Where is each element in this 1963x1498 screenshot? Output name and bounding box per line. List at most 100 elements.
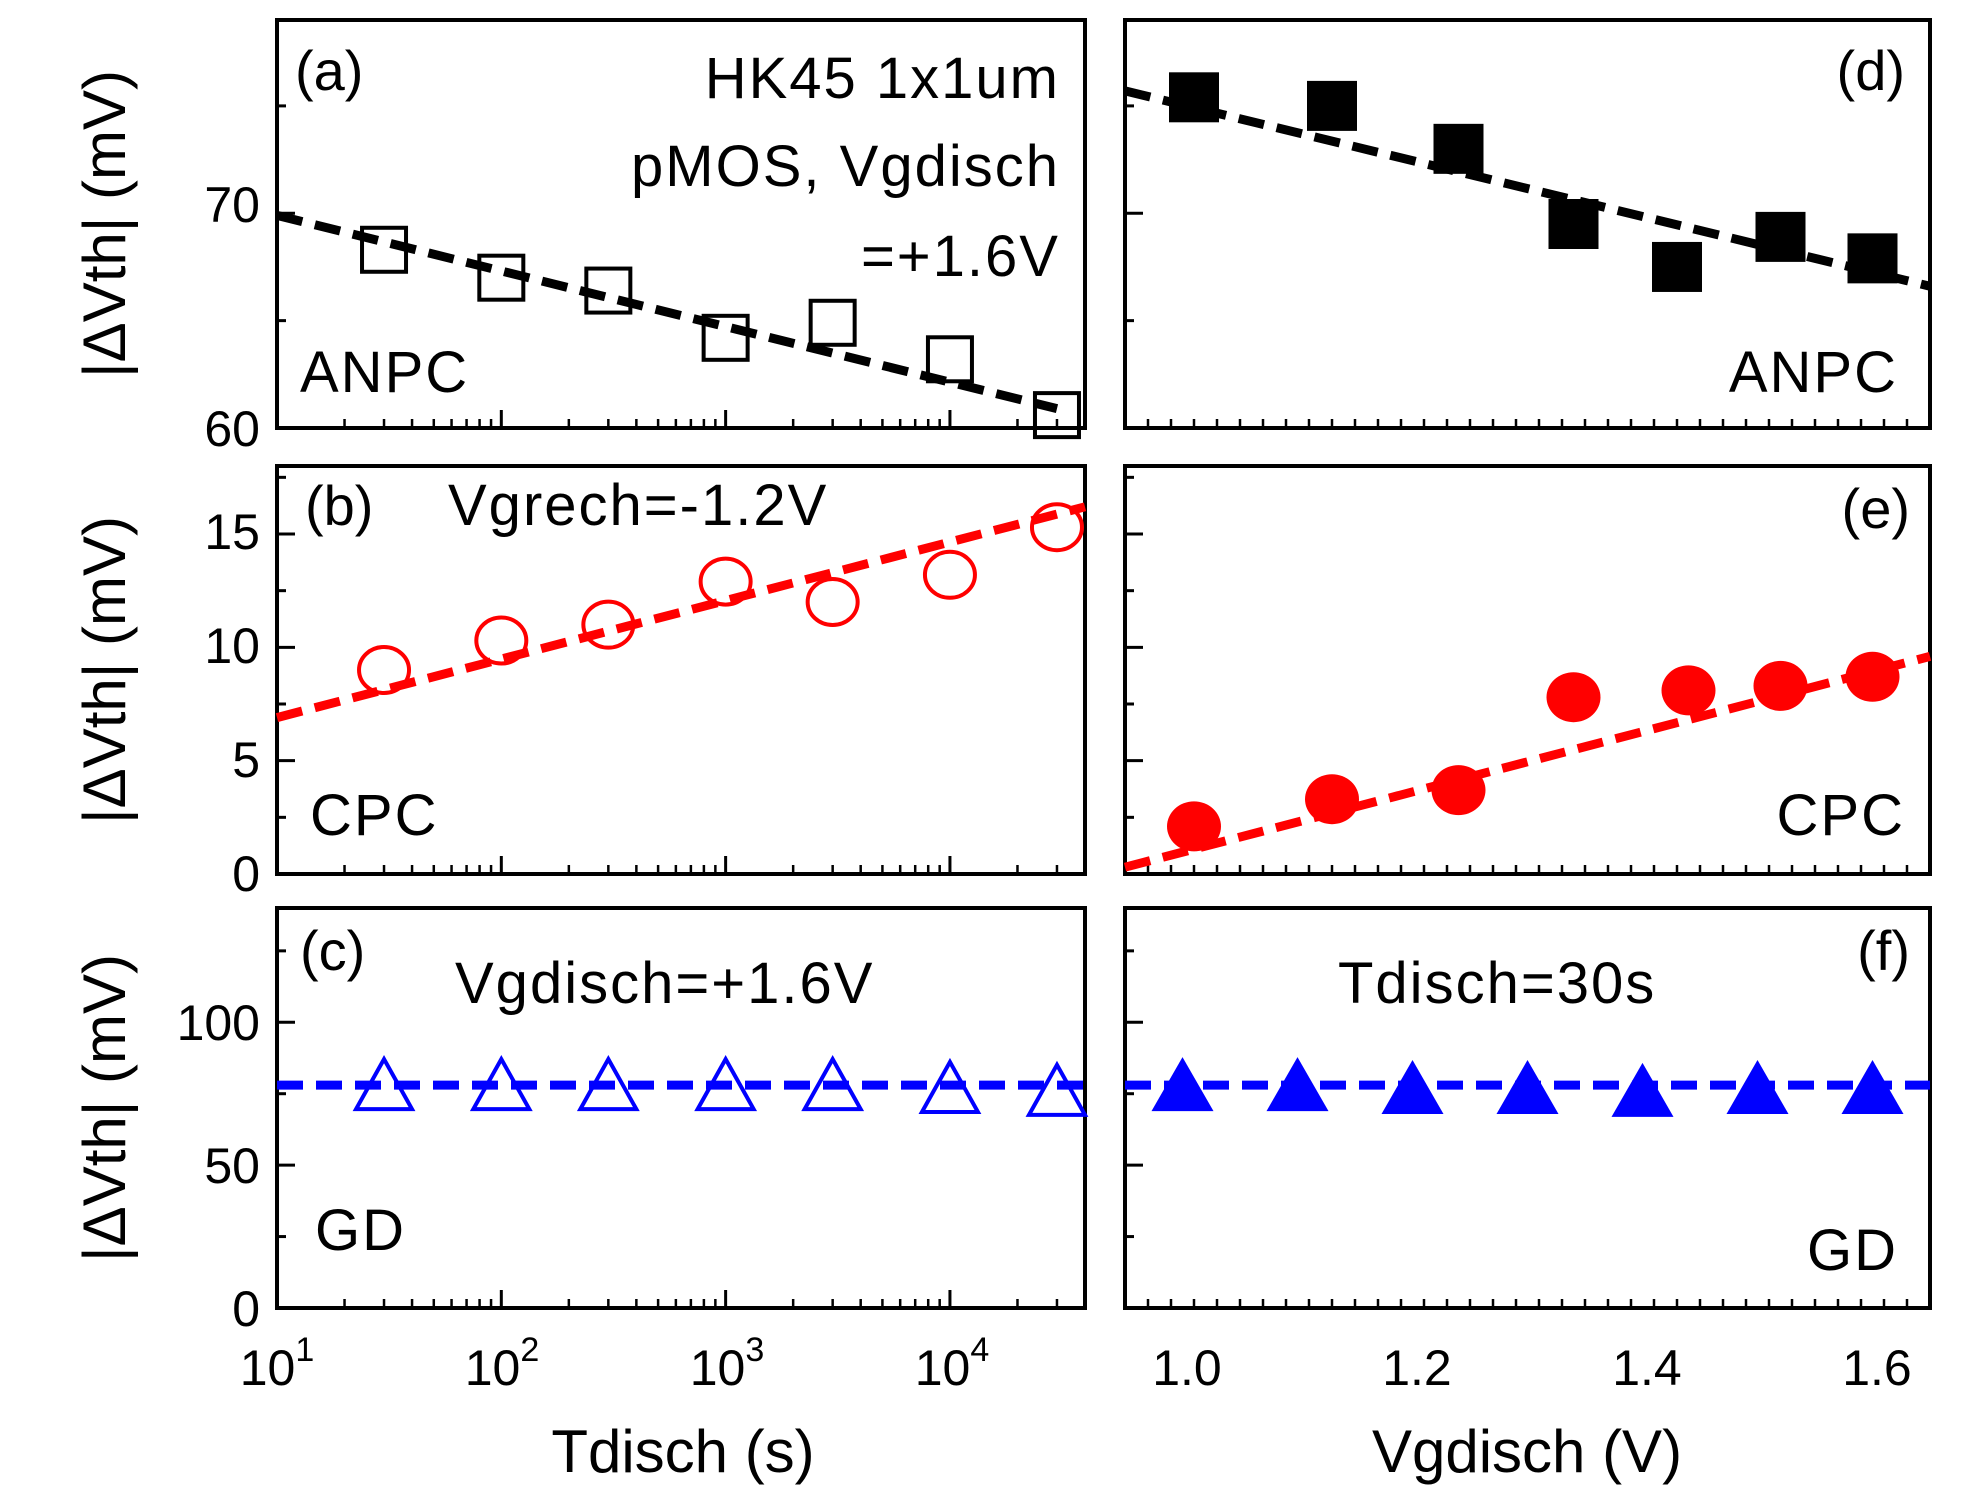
- panel-c-ticks: [275, 949, 1087, 1310]
- data-point-2: [1305, 774, 1359, 825]
- panel-a: (a) HK45 1x1um pMOS, Vgdisch =+1.6V ANPC…: [204, 18, 1087, 457]
- data-point-1: [357, 645, 412, 695]
- y-axis-title-c: |ΔVth| (mV): [71, 954, 138, 1262]
- data-point-1: [1151, 1057, 1214, 1112]
- panel-a-annotation-line3: =+1.6V: [861, 224, 1060, 289]
- data-point-7: [1847, 233, 1898, 284]
- data-point-2: [1307, 80, 1357, 131]
- panel-e-plot: [1123, 651, 1932, 872]
- data-point-5: [801, 1055, 865, 1112]
- data-point-7: [1029, 502, 1084, 553]
- panel-d-frame: [1123, 18, 1932, 430]
- data-point-2: [477, 253, 526, 302]
- panel-a-component-label: ANPC: [300, 340, 469, 405]
- panel-f-plot: [1125, 1057, 1930, 1117]
- panel-a-label: (a): [295, 39, 363, 102]
- panel-b-ytick-label-10: 10: [204, 618, 260, 674]
- data-point-2: [1266, 1057, 1329, 1112]
- panel-b-ytick-label-15: 15: [204, 504, 260, 560]
- data-point-7: [1845, 651, 1900, 702]
- panel-f-annotation: Tdisch=30s: [1338, 951, 1656, 1016]
- x-axis-title-tdisch: Tdisch (s): [551, 1418, 814, 1485]
- panel-a-annotation-line1: HK45 1x1um: [705, 46, 1060, 111]
- panel-c-annotation: Vgdisch=+1.6V: [455, 951, 874, 1016]
- y-axis-title-b: |ΔVth| (mV): [71, 516, 138, 824]
- panel-a-annotation-line2: pMOS, Vgdisch: [631, 134, 1060, 199]
- panel-e-frame: [1123, 464, 1932, 876]
- panel-a-frame: [275, 18, 1087, 430]
- panel-b-ticks: [275, 475, 1087, 876]
- panel-c-ytick-label-50: 50: [204, 1138, 260, 1194]
- panel-c-ytick-label-100: 100: [177, 995, 260, 1051]
- data-point-7: [1025, 1060, 1089, 1117]
- panel-c-xtick-label-1e4: 104: [915, 1331, 990, 1396]
- panel-f-ticks: [1123, 949, 1932, 1310]
- panel-c-xtick-label-1e3: 103: [690, 1331, 765, 1396]
- panel-b-label: (b): [305, 474, 373, 537]
- data-point-1: [352, 1055, 416, 1112]
- panel-f: (f) Tdisch=30s GD 1.0 1.2 1.4 1.6 Vgdisc…: [1123, 906, 1932, 1485]
- x-axis-title-vgdisch: Vgdisch (V): [1372, 1418, 1682, 1485]
- data-point-5: [808, 298, 857, 347]
- data-point-4: [701, 313, 750, 362]
- data-point-3: [1381, 1060, 1444, 1114]
- panel-b-ytick-label-5: 5: [232, 732, 260, 788]
- panel-a-plot: [275, 211, 1081, 440]
- panel-f-label: (f): [1857, 919, 1910, 982]
- panel-f-xtick-label-1.4: 1.4: [1612, 1340, 1682, 1396]
- data-point-4: [698, 556, 753, 607]
- panel-f-component-label: GD: [1807, 1218, 1898, 1283]
- panel-c-label: (c): [300, 919, 365, 982]
- data-point-7: [1032, 391, 1081, 440]
- data-point-6: [1726, 1060, 1789, 1114]
- panel-d-label: (d): [1837, 39, 1905, 102]
- data-point-6: [925, 335, 974, 384]
- panel-a-ticks: [275, 104, 1087, 430]
- data-point-4: [694, 1055, 758, 1112]
- data-point-3: [584, 266, 633, 315]
- panel-e-label: (e): [1842, 477, 1910, 540]
- panel-d: (d) ANPC: [1123, 18, 1932, 430]
- data-point-3: [576, 1055, 640, 1112]
- data-point-2: [474, 615, 529, 666]
- fit-line: [275, 502, 1087, 722]
- panel-e-ticks: [1123, 475, 1932, 876]
- y-axis-title-a: |ΔVth| (mV): [71, 70, 138, 378]
- panel-b-plot: [275, 502, 1087, 722]
- data-point-6: [1755, 211, 1806, 262]
- panel-c-xtick-label-1e1: 101: [240, 1331, 315, 1396]
- data-point-1: [360, 225, 409, 274]
- panel-c-frame: [275, 906, 1087, 1310]
- panel-c-component-label: GD: [315, 1198, 406, 1263]
- panel-c: (c) Vgdisch=+1.6V GD 0 50 100 101 102 10…: [177, 906, 1089, 1485]
- panel-d-ticks: [1123, 104, 1932, 430]
- data-point-1: [1169, 72, 1219, 123]
- data-point-6: [922, 549, 977, 600]
- data-point-3: [1433, 123, 1484, 174]
- data-point-3: [1431, 765, 1486, 816]
- panel-b-frame: [275, 464, 1087, 876]
- panel-b-component-label: CPC: [310, 783, 438, 848]
- panel-c-ytick-label-0: 0: [232, 1281, 260, 1337]
- fit-line: [1123, 652, 1932, 872]
- panel-f-frame: [1123, 906, 1932, 1310]
- panel-b-ytick-label-0: 0: [232, 846, 260, 902]
- data-point-7: [1841, 1060, 1904, 1114]
- data-point-6: [1753, 660, 1808, 711]
- panel-b-annotation: Vgrech=-1.2V: [448, 473, 828, 538]
- fit-line: [1123, 86, 1932, 291]
- data-point-5: [805, 577, 860, 627]
- panel-d-plot: [1123, 72, 1932, 292]
- data-point-2: [469, 1055, 533, 1112]
- panel-c-xtick-label-1e2: 102: [465, 1331, 540, 1396]
- data-point-5: [1611, 1062, 1674, 1117]
- data-point-4: [1496, 1060, 1559, 1114]
- panel-c-plot: [277, 1055, 1089, 1117]
- panel-f-xtick-label-1.0: 1.0: [1152, 1340, 1222, 1396]
- data-point-5: [1652, 241, 1702, 292]
- panel-f-xtick-label-1.6: 1.6: [1842, 1340, 1912, 1396]
- panel-f-xtick-label-1.2: 1.2: [1382, 1340, 1452, 1396]
- panel-a-ytick-label-60: 60: [204, 401, 260, 457]
- data-point-5: [1661, 665, 1716, 716]
